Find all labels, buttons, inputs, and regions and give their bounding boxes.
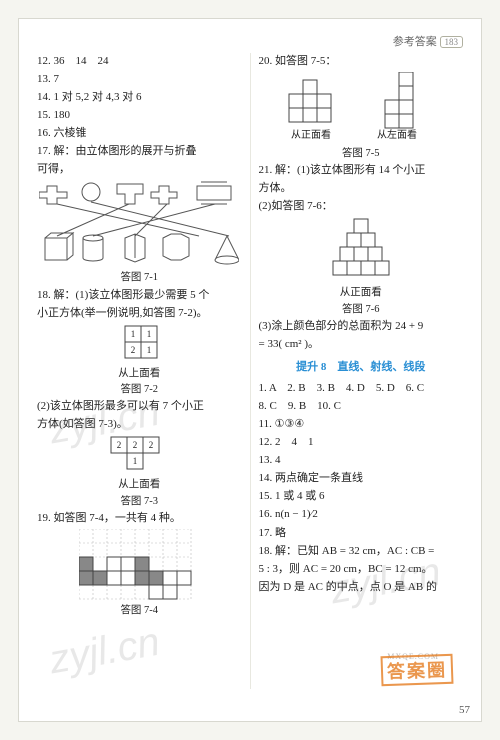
r-answer-12: 12. 2 4 1 [259, 434, 464, 451]
svg-text:1: 1 [131, 329, 136, 339]
r-answer-16: 16. n(n − 1)⁄2 [259, 506, 464, 523]
figure-7-2-label: 从上面看 [37, 366, 242, 382]
page: 参考答案 183 12. 36 14 24 13. 7 14. 1 对 5,2 … [18, 18, 482, 722]
columns: 12. 36 14 24 13. 7 14. 1 对 5,2 对 4,3 对 6… [37, 53, 463, 689]
figure-7-3: 2 2 2 1 [103, 435, 175, 475]
figure-7-5: 从正面看 从左面看 [271, 72, 451, 144]
column-left: 12. 36 14 24 13. 7 14. 1 对 5,2 对 4,3 对 6… [37, 53, 250, 689]
answer-17-a: 17. 解：由立体图形的展开与折叠 [37, 143, 242, 160]
r-answer-13: 13. 4 [259, 452, 464, 469]
svg-text:2: 2 [149, 440, 154, 450]
answer-15: 15. 180 [37, 107, 242, 124]
answer-18-a: 18. 解：(1)该立体图形最少需要 5 个 [37, 287, 242, 304]
answer-21-e: = 33( cm² )。 [259, 336, 464, 353]
answer-18-b: 小正方体(举一例说明,如答图 7-2)。 [37, 305, 242, 322]
figure-7-4 [79, 529, 199, 601]
column-right: 20. 如答图 7-5： [250, 53, 464, 689]
mc-row-2: 8. C 9. B 10. C [259, 398, 464, 415]
answer-17-b: 可得， [37, 161, 242, 178]
svg-text:2: 2 [131, 345, 136, 355]
answer-20: 20. 如答图 7-5： [259, 53, 464, 70]
figure-7-6-label: 从正面看 [259, 285, 464, 301]
r-answer-18-c: 因为 D 是 AC 的中点，点 O 是 AB 的 [259, 579, 464, 596]
answer-16: 16. 六棱锥 [37, 125, 242, 142]
figure-7-1-caption: 答图 7-1 [37, 270, 242, 286]
svg-text:1: 1 [147, 345, 152, 355]
figure-7-1 [39, 180, 239, 268]
fig75-right-label: 从左面看 [377, 128, 417, 141]
figure-7-3-label: 从上面看 [37, 477, 242, 493]
figure-7-5-caption: 答图 7-5 [259, 146, 464, 162]
header-title: 参考答案 [393, 36, 437, 48]
svg-text:1: 1 [133, 456, 138, 466]
figure-7-6 [316, 217, 406, 283]
answer-21-c: (2)如答图 7-6： [259, 198, 464, 215]
answer-21-d: (3)涂上颜色部分的总面积为 24 + 9 [259, 318, 464, 335]
answer-13: 13. 7 [37, 71, 242, 88]
fig75-left-label: 从正面看 [291, 128, 331, 141]
answer-21-b: 方体。 [259, 180, 464, 197]
section-heading: 提升 8 直线、射线、线段 [259, 359, 464, 376]
r-answer-15: 15. 1 或 4 或 6 [259, 488, 464, 505]
r-answer-11: 11. ①③④ [259, 416, 464, 433]
svg-text:1: 1 [147, 329, 152, 339]
figure-7-6-caption: 答图 7-6 [259, 302, 464, 318]
r-answer-17: 17. 略 [259, 525, 464, 542]
answer-14: 14. 1 对 5,2 对 4,3 对 6 [37, 89, 242, 106]
header-corner-tag: 183 [440, 36, 464, 48]
r-answer-14: 14. 两点确定一条直线 [259, 470, 464, 487]
svg-text:2: 2 [133, 440, 138, 450]
answer-18-c: (2)该立体图形最多可以有 7 个小正 [37, 398, 242, 415]
page-number: 57 [459, 704, 470, 716]
answer-19: 19. 如答图 7-4，一共有 4 种。 [37, 510, 242, 527]
answer-21-a: 21. 解：(1)该立体图形有 14 个小正 [259, 162, 464, 179]
stamp: 答案圈 [380, 654, 453, 686]
answer-18-d: 方体(如答图 7-3)。 [37, 416, 242, 433]
figure-7-2-caption: 答图 7-2 [37, 382, 242, 398]
r-answer-18-a: 18. 解：已知 AB = 32 cm，AC : CB = [259, 543, 464, 560]
svg-text:2: 2 [117, 440, 122, 450]
page-header: 参考答案 183 [37, 33, 463, 49]
r-answer-18-b: 5 : 3，则 AC = 20 cm，BC = 12 cm。 [259, 561, 464, 578]
mc-row-1: 1. A 2. B 3. B 4. D 5. D 6. C [259, 380, 464, 397]
figure-7-2: 1 1 2 1 [109, 324, 169, 364]
figure-7-3-caption: 答图 7-3 [37, 494, 242, 510]
answer-12: 12. 36 14 24 [37, 53, 242, 70]
figure-7-4-caption: 答图 7-4 [37, 603, 242, 619]
